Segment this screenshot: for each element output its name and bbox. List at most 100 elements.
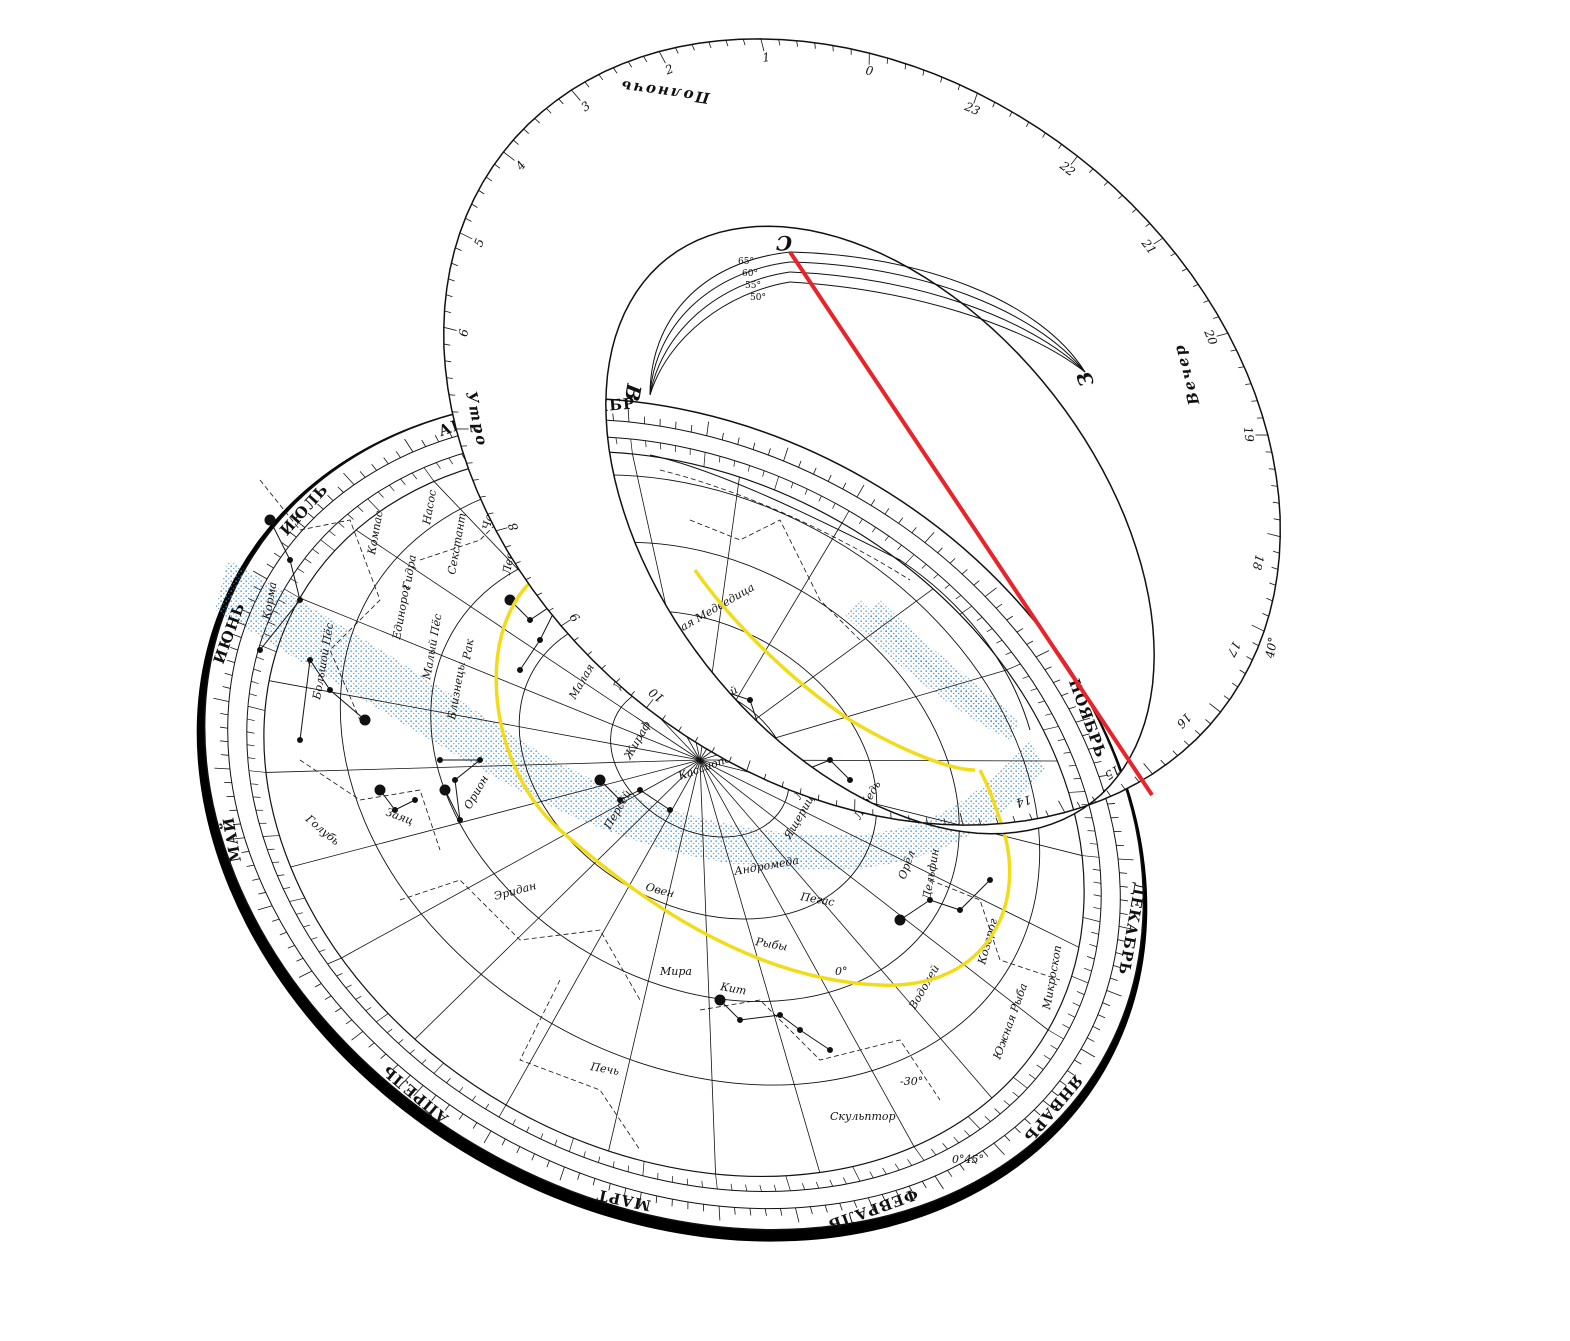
disc-tick <box>222 686 231 689</box>
hour-tick <box>907 1159 913 1166</box>
overlay-tick <box>922 69 925 76</box>
hour-tick <box>1091 931 1099 935</box>
hour-tick <box>904 554 915 566</box>
overlay-tick <box>455 247 462 251</box>
disc-tick <box>448 430 453 438</box>
hour-tick <box>272 861 280 864</box>
hour-tick <box>994 1108 1001 1115</box>
disc-tick <box>421 439 427 447</box>
hour-tick <box>421 1059 427 1064</box>
disc-tick <box>1026 640 1034 645</box>
overlay-tick <box>1245 383 1252 385</box>
hour-tick <box>1089 843 1098 845</box>
disc-tick <box>287 944 295 949</box>
constellation-label: Насос <box>420 489 439 527</box>
overlay-tick <box>1223 695 1230 701</box>
overlay-tick <box>1192 284 1199 288</box>
star <box>437 757 443 763</box>
disc-tick <box>577 1172 581 1180</box>
disc-tick <box>1044 666 1052 671</box>
disc-tick <box>898 517 904 524</box>
hour-line <box>269 680 701 761</box>
disc-tick <box>870 499 876 506</box>
disc-tick <box>1092 1025 1101 1031</box>
overlay-tick <box>1209 703 1221 713</box>
overlay-tick <box>1230 349 1237 352</box>
overlay-tick <box>1153 237 1164 245</box>
overlay-tick <box>1272 501 1280 504</box>
hour-tick <box>1030 688 1038 691</box>
hour-tick <box>976 616 983 621</box>
hour-tick <box>930 1148 937 1156</box>
star <box>957 907 963 913</box>
overlay-tick <box>1120 783 1126 790</box>
overlay-tick <box>725 39 729 47</box>
hour-tick <box>289 897 305 902</box>
hour-tick <box>526 1126 530 1133</box>
hour-tick <box>1068 764 1076 767</box>
hour-tick <box>1086 956 1095 960</box>
hour-tick <box>246 731 255 734</box>
overlay-tick <box>711 747 715 753</box>
hour-tick <box>701 1180 703 1188</box>
overlay-tick <box>601 664 606 670</box>
hour-line <box>265 759 701 773</box>
overlay-tick <box>445 294 453 298</box>
hour-line <box>299 597 701 761</box>
hour-tick <box>984 1115 991 1122</box>
disc-tick <box>383 457 389 465</box>
disc-tick <box>1119 912 1128 915</box>
hour-line <box>699 759 1049 1031</box>
constellation-figures <box>257 514 993 1053</box>
overlay-tick <box>546 107 552 114</box>
disc-tick <box>219 726 228 729</box>
disc-tick <box>405 1074 411 1081</box>
disc-tick <box>853 1200 858 1208</box>
overlay-tick <box>1239 669 1246 675</box>
hour-tick <box>818 495 822 502</box>
overlay-hour: 20 <box>1201 327 1220 348</box>
latitude-label: 60° <box>742 269 758 279</box>
disc-tick <box>368 1042 375 1048</box>
hour-tick <box>774 476 780 491</box>
star <box>637 787 643 793</box>
hour-tick <box>498 1104 507 1118</box>
hour-tick <box>1093 894 1102 897</box>
hour-tick <box>598 1156 601 1163</box>
disc-tick <box>327 494 334 502</box>
star <box>297 737 303 743</box>
hour-tick <box>1071 975 1089 984</box>
disc-tick <box>472 1122 478 1129</box>
overlay-tick <box>523 128 530 134</box>
overlay-tick <box>746 760 751 772</box>
hour-tick <box>964 1130 971 1137</box>
hour-tick <box>841 510 850 524</box>
overlay-hour: 14 <box>1014 792 1033 810</box>
overlay-tick <box>494 163 501 169</box>
hour-tick <box>804 488 808 495</box>
overlay-tick <box>1118 194 1123 200</box>
hour-tick <box>1038 700 1045 704</box>
disc-tick <box>1035 650 1050 658</box>
disc-tick <box>1119 872 1128 874</box>
disc-tick <box>252 878 260 881</box>
disc-tick <box>272 918 280 922</box>
star <box>287 557 293 563</box>
star <box>827 1047 833 1053</box>
overlay-tick <box>694 737 699 743</box>
overlay-tick <box>571 89 581 101</box>
overlay-tick <box>584 81 590 88</box>
hour-tick <box>1093 881 1102 884</box>
disc-tick <box>343 472 355 486</box>
hour-line <box>699 759 915 1147</box>
disc-tick <box>1004 1135 1011 1142</box>
overlay-tick <box>1160 759 1166 766</box>
hour-tick <box>1047 1029 1064 1040</box>
overlay-tick <box>525 576 532 580</box>
hour-tick <box>615 437 618 445</box>
disc-tick <box>949 558 956 564</box>
constellation-figure <box>899 879 991 921</box>
disc-tick <box>380 1053 387 1059</box>
hour-tick <box>277 874 285 877</box>
